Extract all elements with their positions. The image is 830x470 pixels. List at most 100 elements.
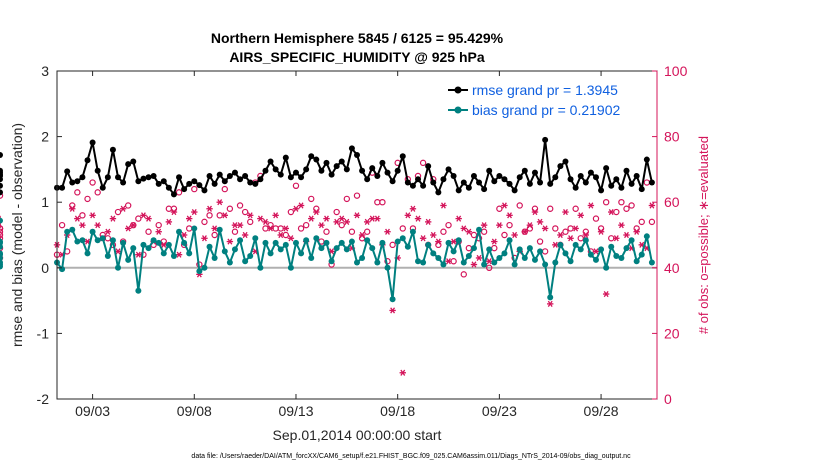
bias-point [648, 259, 655, 266]
obs-possible-point [191, 185, 198, 193]
obs-evaluated-point [241, 231, 249, 239]
obs-evaluated-point [480, 222, 488, 229]
rmse-point [181, 186, 188, 193]
obs-evaluated-point [374, 215, 381, 222]
asterisk-stroke [598, 228, 604, 235]
bias-point [404, 243, 411, 250]
asterisk-stroke [471, 261, 477, 268]
legend-rmse-label: rmse grand pr = 1.3945 [472, 82, 618, 98]
obs-possible-point [618, 198, 625, 206]
obs-evaluated-point [613, 235, 620, 242]
obs-evaluated-point [343, 218, 351, 225]
obs-evaluated-point [592, 248, 600, 255]
rmse-point [542, 136, 549, 143]
obs-evaluated-point [216, 199, 223, 206]
asterisk-stroke [512, 231, 518, 239]
rmse-point [69, 179, 76, 186]
x-tick-label: 09/28 [584, 403, 619, 419]
bias-point [221, 248, 228, 255]
rmse-point [155, 180, 162, 187]
obs-possible-point [496, 205, 503, 212]
asterisk-stroke [278, 231, 284, 239]
asterisk-stroke [268, 225, 274, 232]
bias-point [511, 261, 518, 268]
bias-point [481, 261, 488, 268]
asterisk-stroke [435, 238, 441, 245]
obs-possible-point [231, 228, 239, 235]
bias-point [633, 258, 640, 265]
obs-possible-point [547, 205, 554, 212]
rmse-point [84, 157, 91, 164]
obs-evaluated-point [491, 238, 498, 245]
obs-possible-point [638, 218, 645, 226]
obs-possible-point [155, 221, 162, 229]
rmse-point [196, 182, 203, 189]
obs-evaluated-point [623, 231, 630, 239]
bias-point [181, 239, 188, 246]
rmse-point [318, 167, 325, 174]
bias-point [135, 287, 142, 294]
rmse-point [572, 184, 579, 191]
obs-possible-point [145, 228, 152, 235]
bias-point [176, 228, 183, 235]
rmse-point [186, 180, 193, 187]
y-tick-label: -2 [37, 391, 50, 407]
bias-point [567, 258, 574, 265]
y-tick-label-right: 0 [664, 391, 672, 407]
obs-evaluated-point [130, 222, 137, 229]
obs-possible-point [440, 228, 447, 235]
obs-evaluated-point [562, 208, 569, 216]
asterisk-stroke [90, 212, 96, 219]
bias-point [150, 237, 157, 244]
asterisk-stroke [171, 208, 177, 216]
bias-point [638, 251, 645, 258]
asterisk-stroke [400, 369, 406, 376]
bias-point [531, 256, 538, 263]
y-tick-label: 2 [41, 129, 49, 145]
rmse-point [99, 184, 106, 191]
asterisk-stroke [359, 231, 365, 239]
obs-evaluated-point [145, 215, 152, 222]
rmse-point [415, 176, 422, 183]
rmse-point [109, 146, 116, 153]
asterisk-stroke [649, 202, 655, 209]
obs-possible-point [287, 208, 295, 216]
asterisk-stroke [476, 254, 482, 262]
obs-evaluated-point [287, 235, 295, 242]
obs-evaluated-point [272, 212, 279, 219]
bias-point [186, 250, 193, 257]
asterisk-stroke [486, 258, 492, 265]
x-tick-label: 09/23 [482, 403, 517, 419]
bias-point [287, 264, 294, 271]
bias-point [618, 254, 625, 261]
bias-point [160, 250, 167, 257]
obs-evaluated-point [409, 205, 417, 212]
obs-evaluated-point [501, 202, 508, 209]
legend-rmse-marker [454, 86, 462, 94]
bias-point [99, 235, 106, 242]
asterisk-stroke [578, 212, 584, 219]
obs-evaluated-point [404, 212, 412, 219]
rmse-point [384, 169, 391, 176]
bias-point [231, 246, 238, 253]
x-axis-label: Sep.01,2014 00:00:00 start [273, 427, 442, 443]
bias-point [623, 245, 630, 252]
bias-point [415, 258, 422, 265]
bias-point [562, 250, 569, 257]
bias-point [64, 228, 71, 235]
bias-point [628, 237, 635, 244]
y-tick-label-right: 80 [664, 129, 680, 145]
obs-possible-point [389, 241, 396, 249]
rmse-point [511, 187, 518, 194]
obs-possible-point [323, 228, 330, 235]
obs-evaluated-point [597, 228, 605, 235]
bias-point [140, 241, 147, 248]
bias-point [526, 245, 533, 252]
bias-point [491, 259, 498, 266]
rmse-point [206, 172, 213, 179]
asterisk-stroke [496, 222, 502, 229]
asterisk-stroke [110, 215, 116, 222]
rmse-point [140, 175, 147, 182]
obs-evaluated-point [602, 290, 610, 298]
obs-possible-point [399, 225, 406, 232]
